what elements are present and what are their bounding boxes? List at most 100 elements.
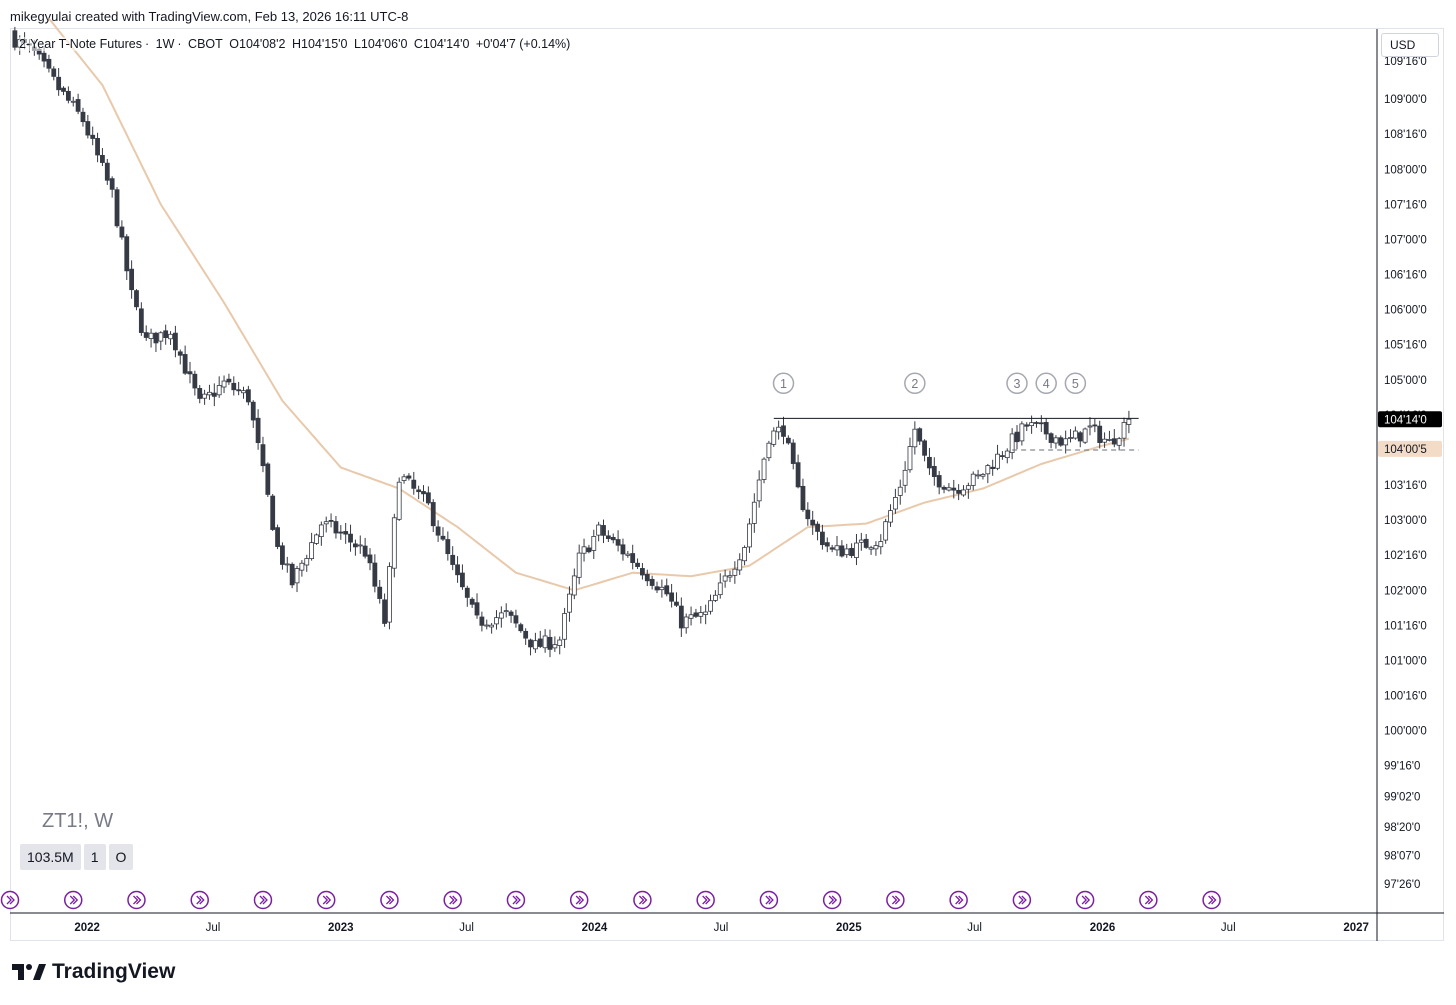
candle[interactable] bbox=[883, 518, 889, 544]
dividend-event-icon[interactable] bbox=[949, 890, 968, 910]
candle[interactable] bbox=[1077, 431, 1083, 448]
candle[interactable] bbox=[348, 524, 353, 552]
candle[interactable] bbox=[1048, 432, 1054, 449]
candle[interactable] bbox=[148, 328, 154, 348]
candle[interactable] bbox=[635, 558, 640, 570]
candle[interactable] bbox=[503, 603, 509, 618]
candle[interactable] bbox=[163, 324, 169, 345]
touch-marker[interactable]: 3 bbox=[1006, 372, 1028, 395]
candle[interactable] bbox=[1116, 436, 1122, 451]
candle[interactable] bbox=[941, 485, 947, 494]
candle[interactable] bbox=[1034, 421, 1039, 428]
candle[interactable] bbox=[756, 470, 762, 508]
candle[interactable] bbox=[474, 593, 480, 619]
candle[interactable] bbox=[605, 530, 611, 543]
touch-marker[interactable]: 5 bbox=[1064, 372, 1087, 395]
dividend-event-icon[interactable] bbox=[1139, 890, 1158, 910]
candle[interactable] bbox=[922, 439, 927, 462]
candle[interactable] bbox=[1068, 429, 1073, 443]
candle[interactable] bbox=[143, 325, 149, 341]
candle[interactable] bbox=[644, 569, 650, 587]
candle[interactable] bbox=[1097, 420, 1103, 449]
dividend-event-icon[interactable] bbox=[190, 890, 209, 910]
candle[interactable] bbox=[109, 176, 115, 198]
candle[interactable] bbox=[897, 479, 903, 505]
dividend-event-icon[interactable] bbox=[1075, 890, 1095, 910]
candle[interactable] bbox=[1000, 451, 1005, 460]
candle[interactable] bbox=[1009, 428, 1015, 460]
candle[interactable] bbox=[717, 573, 723, 599]
candle[interactable] bbox=[878, 534, 884, 555]
candle[interactable] bbox=[250, 400, 256, 428]
candle[interactable] bbox=[387, 562, 392, 630]
candle[interactable] bbox=[956, 484, 962, 501]
candle[interactable] bbox=[1043, 417, 1049, 440]
candle[interactable] bbox=[810, 510, 816, 535]
candle[interactable] bbox=[309, 532, 315, 561]
candle[interactable] bbox=[1058, 435, 1064, 447]
candle[interactable] bbox=[187, 361, 193, 384]
dividend-event-icon[interactable] bbox=[633, 890, 652, 910]
candle[interactable] bbox=[314, 533, 319, 545]
candle[interactable] bbox=[630, 544, 636, 570]
candle[interactable] bbox=[649, 575, 655, 590]
candle[interactable] bbox=[1082, 427, 1088, 444]
candle[interactable] bbox=[961, 485, 966, 497]
dividend-event-icon[interactable] bbox=[443, 890, 462, 910]
dividend-event-icon[interactable] bbox=[0, 890, 20, 910]
candle[interactable] bbox=[134, 289, 139, 311]
candle[interactable] bbox=[829, 544, 835, 553]
candle[interactable] bbox=[280, 542, 285, 570]
symbol-interval[interactable]: 1W bbox=[155, 37, 175, 51]
candle[interactable] bbox=[129, 260, 135, 299]
candle[interactable] bbox=[275, 524, 280, 550]
candle[interactable] bbox=[294, 565, 300, 593]
candle[interactable] bbox=[542, 629, 548, 653]
candle[interactable] bbox=[85, 114, 91, 139]
candle[interactable] bbox=[980, 472, 986, 480]
candle[interactable] bbox=[498, 606, 504, 628]
dividend-event-icon[interactable] bbox=[696, 890, 715, 910]
candle[interactable] bbox=[683, 613, 689, 634]
candle[interactable] bbox=[124, 234, 130, 280]
candle[interactable] bbox=[732, 561, 738, 584]
candle[interactable] bbox=[678, 597, 684, 637]
candle[interactable] bbox=[46, 54, 52, 73]
candle[interactable] bbox=[547, 629, 553, 658]
candle[interactable] bbox=[216, 376, 222, 398]
candle[interactable] bbox=[421, 485, 426, 502]
candle[interactable] bbox=[333, 515, 339, 539]
candle[interactable] bbox=[912, 421, 918, 455]
candle[interactable] bbox=[873, 541, 879, 556]
candle[interactable] bbox=[552, 636, 558, 652]
candle[interactable] bbox=[824, 537, 830, 553]
candle[interactable] bbox=[936, 471, 942, 495]
candle[interactable] bbox=[747, 518, 752, 553]
candle[interactable] bbox=[1087, 417, 1093, 436]
candle[interactable] bbox=[241, 386, 246, 399]
candle[interactable] bbox=[65, 86, 71, 104]
candle[interactable] bbox=[484, 619, 490, 630]
candle[interactable] bbox=[406, 473, 412, 481]
candle[interactable] bbox=[450, 546, 456, 571]
candle[interactable] bbox=[708, 594, 713, 615]
candle[interactable] bbox=[712, 590, 718, 603]
candle[interactable] bbox=[693, 608, 699, 619]
candle[interactable] bbox=[907, 437, 913, 473]
candle[interactable] bbox=[445, 531, 451, 561]
candle[interactable] bbox=[425, 486, 431, 506]
candle[interactable] bbox=[460, 564, 465, 590]
dividend-event-icon[interactable] bbox=[127, 890, 146, 910]
candle[interactable] bbox=[1126, 410, 1132, 434]
candle[interactable] bbox=[805, 502, 811, 526]
dividend-event-icon[interactable] bbox=[63, 890, 83, 910]
candle[interactable] bbox=[435, 520, 441, 542]
candle[interactable] bbox=[56, 67, 62, 96]
candle[interactable] bbox=[815, 521, 820, 541]
candle[interactable] bbox=[703, 604, 709, 625]
candle[interactable] bbox=[975, 469, 981, 480]
candle[interactable] bbox=[1038, 415, 1044, 432]
chart-frame[interactable] bbox=[10, 28, 1444, 941]
candle[interactable] bbox=[245, 385, 251, 406]
candle[interactable] bbox=[1014, 425, 1020, 450]
